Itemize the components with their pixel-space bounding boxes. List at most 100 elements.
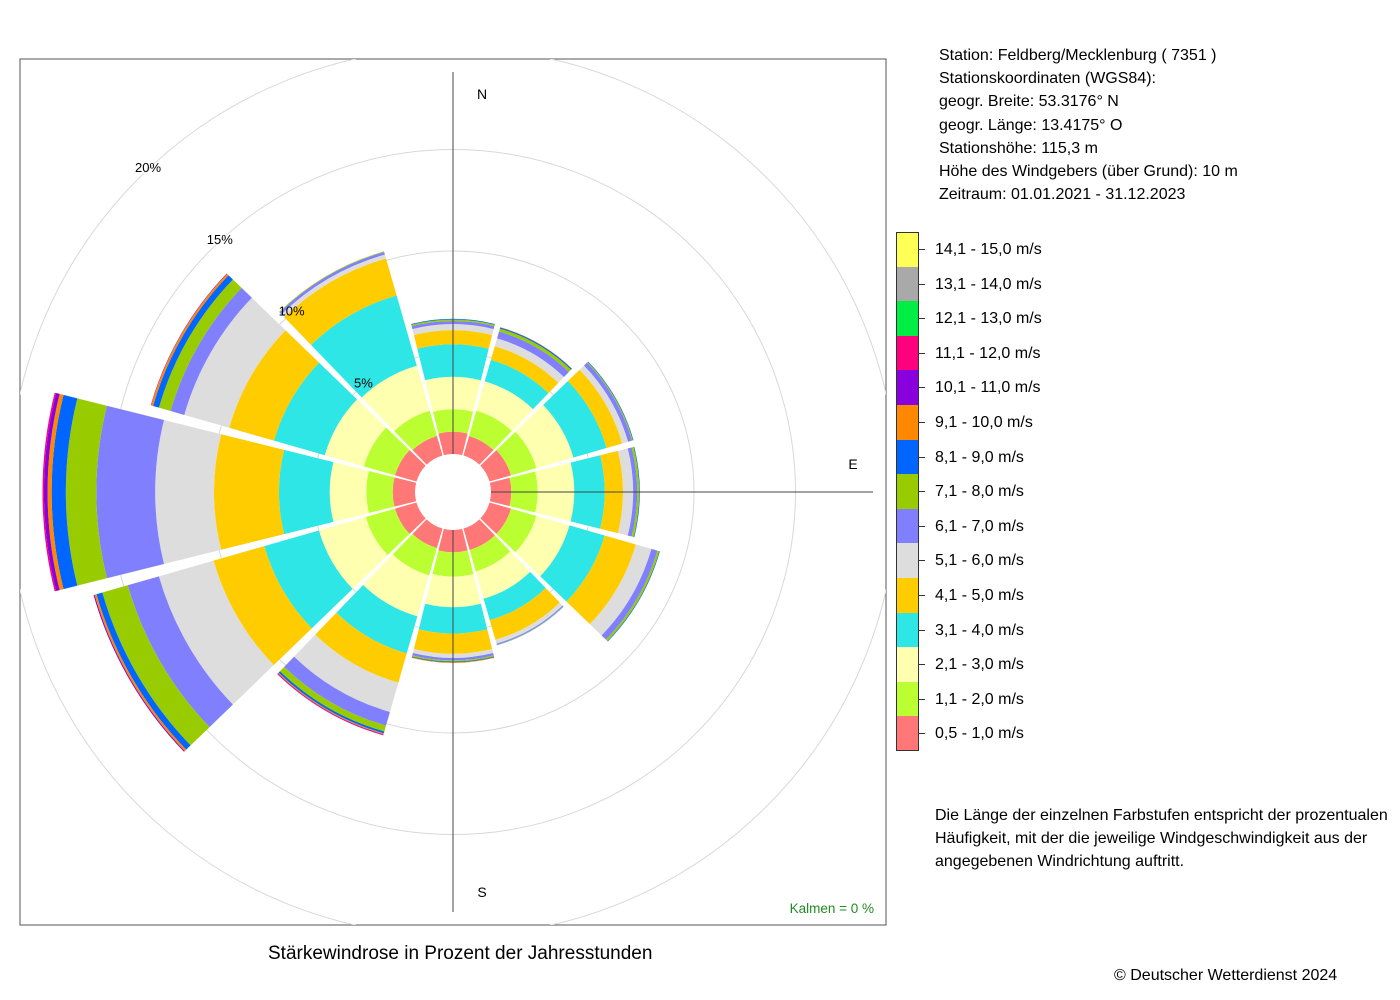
legend-swatch [896,647,919,682]
legend-tick [919,387,925,389]
ring-label: 10% [279,304,305,319]
legend-label: 0,5 - 1,0 m/s [935,725,1024,743]
ring-label: 5% [354,375,373,390]
sector-band [411,655,495,662]
note-line: angegebenen Windrichtung auftritt. [935,853,1185,871]
legend-swatch [896,716,919,751]
direction-label-n: N [477,86,487,102]
sector-band [279,666,387,732]
sector-band [392,477,417,507]
sector-band [469,535,511,572]
sector-band [515,404,574,469]
sector-band [395,502,426,534]
sector-band [214,434,285,550]
sector-band [412,519,443,549]
legend-label: 11,1 - 12,0 m/s [935,344,1041,362]
sector-band [480,502,511,534]
sector-band [158,560,274,705]
legend-tick [919,421,925,423]
sector-band [102,585,210,746]
sector-band [170,287,252,415]
sector-band [153,275,233,408]
legend-swatch [896,681,919,717]
sector-band [274,362,358,456]
legend-swatch [896,577,919,613]
legend-label: 13,1 - 14,0 m/s [935,275,1042,293]
legend-swatch [896,474,919,509]
legend-tick [919,629,925,631]
legend-label: 8,1 - 9,0 m/s [935,448,1024,466]
legend-label: 14,1 - 15,0 m/s [935,241,1042,258]
calm-label: Kalmen = 0 % [790,901,874,916]
sector-band [469,410,512,451]
sector-band [627,447,638,537]
sector-band [294,634,399,712]
ring-label: 15% [207,232,233,247]
sector-band [476,381,533,432]
sector-band [412,652,494,661]
legend-swatch [896,439,919,475]
sector-band [499,328,572,372]
sector-band [394,410,437,451]
sector-band [475,551,531,599]
sector-band [329,462,369,522]
sector-band [318,517,388,589]
sector-band [264,530,353,629]
sector-band [411,321,495,330]
sector-band [184,297,286,428]
sector-band [584,362,632,442]
legend-tick [919,560,925,562]
station-latitude: geogr. Breite: 53.3176° N [939,93,1119,111]
sector-band [483,571,546,621]
sector-band [412,435,443,465]
legend-tick [919,733,925,735]
ring-label: 20% [135,160,161,175]
sector-band [229,330,320,441]
station-name: Station: Feldberg/Mecklenburg ( 7351 ) [939,47,1217,64]
station-coordinates-heading: Stationskoordinaten (WGS84): [939,70,1156,88]
sector-band [494,338,565,383]
legend-swatch [896,612,919,648]
note-line: Die Länge der einzelnen Farbstufen entsp… [935,807,1388,824]
legend-label: 9,1 - 10,0 m/s [935,413,1033,431]
sector-band [496,431,537,476]
sector-band [127,576,233,728]
legend-label: 1,1 - 2,0 m/s [935,690,1024,708]
sector-band [43,393,60,591]
legend-label: 12,1 - 13,0 m/s [935,310,1042,328]
sector-band [633,446,640,538]
sector-band [96,405,165,579]
sector-band [65,398,107,586]
sector-band [540,525,605,602]
anemometer-height: Höhe des Windgebers (über Grund): 10 m [939,163,1238,181]
station-elevation: Stationshöhe: 115,3 m [939,139,1098,157]
sector-band [412,649,494,658]
station-info: Station: Feldberg/Mecklenburg ( 7351 ) S… [939,44,1238,206]
sector-band [480,450,511,482]
legend-label: 2,1 - 3,0 m/s [935,656,1024,674]
sector-band [361,365,430,432]
legend-tick [919,283,925,285]
sector-band [363,427,410,476]
sector-band [566,535,636,625]
legend-swatch [896,301,919,336]
sector-band [324,399,387,467]
sector-band [411,657,495,663]
sector-band [463,519,495,550]
legend-tick [919,456,925,458]
sector-band [213,546,312,666]
sector-band [365,508,410,556]
sector-band [315,612,407,683]
sector-band [411,656,495,663]
sector-band [489,587,560,640]
legend-swatch [896,543,919,578]
sector-band [158,279,242,412]
sector-band [284,656,390,726]
sector-band [490,346,559,394]
legend-tick [919,664,925,666]
legend-label: 5,1 - 6,0 m/s [935,552,1024,570]
sector-band [278,449,334,535]
sector-band [497,331,569,378]
legend-label: 7,1 - 8,0 m/s [935,483,1024,501]
